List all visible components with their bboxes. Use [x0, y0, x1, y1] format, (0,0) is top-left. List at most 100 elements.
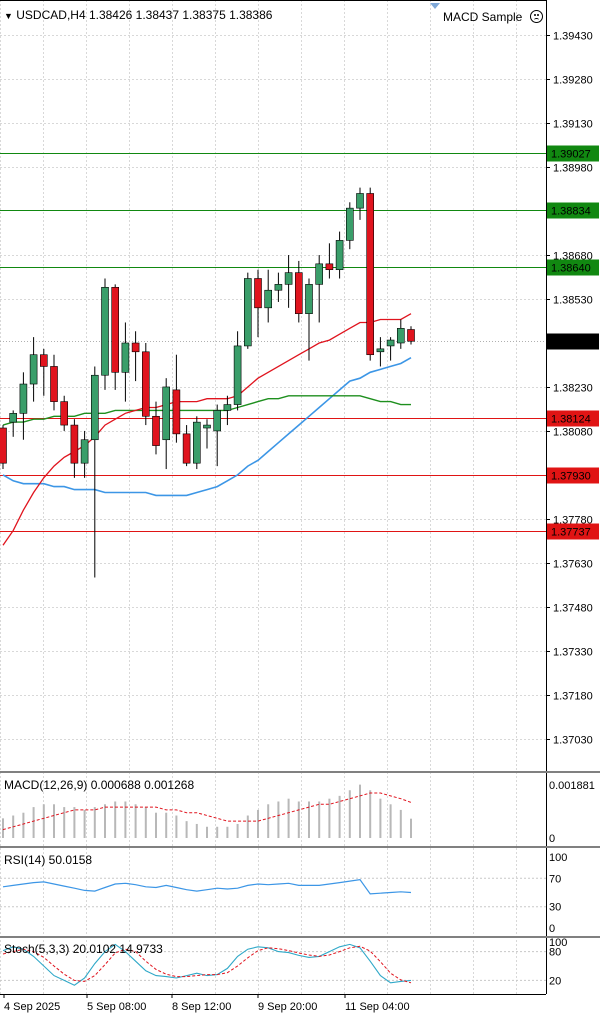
stoch-title: Stoch(5,3,3) 20.0102 14.9733 [4, 942, 163, 956]
price-level-label: 1.38640 [551, 263, 591, 275]
sad-face-icon [529, 10, 543, 23]
candle-bear [50, 366, 58, 402]
stoch-tick-label: 20 [549, 975, 561, 987]
price-axis: 1.394301.392801.391301.389801.386801.385… [546, 31, 595, 987]
chart-header: ▼ USDCAD,H4 1.38426 1.38437 1.38375 1.38… [4, 8, 272, 22]
candle-bear [407, 329, 415, 342]
candle-bull [223, 404, 232, 411]
candle-bull [315, 263, 324, 285]
candle-bull [101, 286, 109, 376]
price-tick-label: 1.37330 [553, 647, 593, 659]
expert-advisor-label[interactable]: MACD Sample [443, 8, 543, 24]
pane-separator [0, 771, 600, 773]
price-level-badge [547, 410, 599, 427]
time-tick-label: 8 Sep 12:00 [172, 1001, 231, 1013]
candle-bull [233, 345, 242, 405]
current-price-label: 1.38386 [551, 337, 591, 349]
candle-bear [60, 401, 69, 426]
time-tick-label: 4 Sep 2025 [4, 1001, 60, 1013]
ma-slow-line [2, 395, 411, 426]
candle-bear [294, 272, 303, 314]
candle-bull [264, 289, 273, 309]
time-tick-label: 5 Sep 08:00 [87, 1001, 146, 1013]
pane-frames [0, 0, 600, 995]
pane-separator [0, 846, 600, 848]
price-level-badge [547, 259, 599, 276]
candle-bull [284, 272, 293, 285]
price-labels: 1.39027 1.38834 1.38640 1.38124 1.37930 1.377… [547, 145, 599, 540]
price-tick-label: 1.38230 [553, 383, 593, 395]
candle-bull [274, 284, 283, 291]
pane-separator [0, 936, 600, 938]
candle-bear [152, 415, 160, 446]
candle-bull [335, 240, 344, 271]
indicator-panes: MACD(12,26,9) 0.000688 0.001268 RSI(14) 5… [0, 778, 546, 986]
price-tick-label: 1.37030 [553, 735, 593, 747]
stoch-tick-label: 80 [549, 947, 561, 959]
price-tick-label: 1.37480 [553, 603, 593, 615]
expert-name: MACD Sample [443, 10, 523, 24]
rsi-tick-label: 30 [549, 902, 561, 914]
price-tick-label: 1.39280 [553, 75, 593, 87]
price-tick-label: 1.38980 [553, 163, 593, 175]
macd-signal-line [2, 792, 412, 831]
candle-bear [70, 424, 79, 464]
candle-bull [244, 278, 252, 347]
price-level-label: 1.39027 [551, 149, 591, 161]
candle-bear [111, 286, 119, 373]
price-level-label: 1.38834 [551, 206, 591, 218]
stoch-tick-label: 100 [549, 937, 567, 949]
price-level-badge [547, 202, 599, 219]
candle-bull [19, 383, 28, 414]
candle-bear [39, 354, 48, 367]
candle-bull [29, 354, 38, 385]
price-level-badge [547, 145, 599, 162]
collapse-arrow-icon[interactable]: ▼ [4, 11, 13, 21]
candle-bear [182, 433, 191, 464]
candle-bull [80, 439, 89, 464]
candle-bear [325, 263, 334, 271]
candle-bull [356, 193, 364, 209]
candle-bull [203, 424, 211, 429]
price-tick-label: 1.38080 [553, 427, 593, 439]
price-tick-label: 1.37180 [553, 691, 593, 703]
price-level-label: 1.37930 [551, 471, 591, 483]
time-axis: 4 Sep 2025 5 Sep 08:00 8 Sep 12:00 9 Sep 20… [3, 994, 410, 1013]
macd-tick-label: 0 [549, 833, 555, 845]
price-level-badge [547, 467, 599, 484]
candle-bull [162, 386, 170, 441]
candle-bear [0, 427, 7, 464]
price-tick-label: 1.38530 [553, 295, 593, 307]
rsi-title: RSI(14) 50.0158 [4, 853, 92, 867]
price-level-label: 1.37737 [551, 527, 591, 539]
ma-blue-line [2, 357, 412, 497]
candle-bear [131, 342, 140, 353]
time-tick-label: 11 Sep 04:00 [345, 1001, 410, 1013]
stoch-signal-line [2, 945, 412, 984]
candle-bear [254, 278, 262, 309]
price-tick-label: 1.39130 [553, 119, 593, 131]
candle-bull [396, 328, 405, 344]
time-tick-label: 9 Sep 20:00 [258, 1001, 317, 1013]
candlesticks [0, 187, 415, 578]
horizontal-levels [0, 153, 546, 532]
rsi-tick-label: 0 [549, 923, 555, 935]
price-tick-label: 1.39430 [553, 31, 593, 43]
price-tick-label: 1.37630 [553, 559, 593, 571]
candle-bear [142, 351, 150, 417]
price-level-badge [547, 523, 599, 540]
macd-title: MACD(12,26,9) 0.000688 0.001268 [4, 778, 194, 792]
price-level-label: 1.38124 [551, 414, 591, 426]
candle-bull [9, 413, 17, 423]
symbol-info: USDCAD,H4 1.38426 1.38437 1.38375 1.3838… [16, 8, 273, 22]
candle-bull [386, 339, 395, 347]
stoch-main-line [2, 943, 412, 986]
candle-bear [366, 193, 375, 356]
autoscroll-marker-icon[interactable] [430, 3, 440, 9]
candle-bull [376, 348, 385, 353]
candle-bull [193, 421, 201, 464]
candle-bull [345, 207, 354, 241]
rsi-tick-label: 100 [549, 852, 567, 864]
candle-bull [121, 342, 130, 373]
